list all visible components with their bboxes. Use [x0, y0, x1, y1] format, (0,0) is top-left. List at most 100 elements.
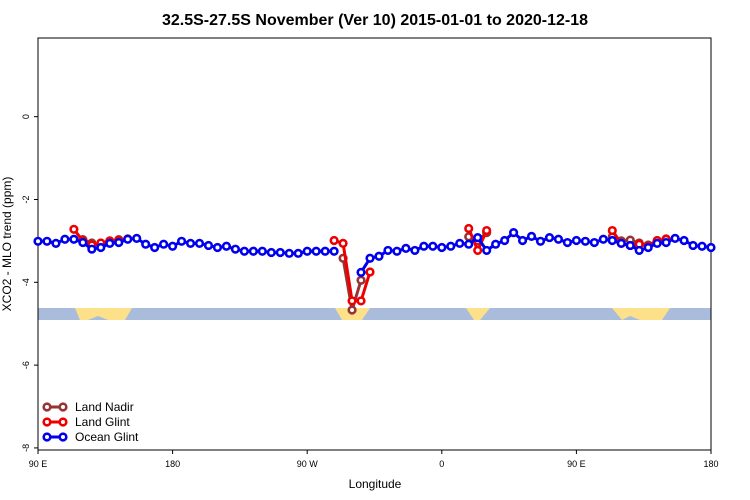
data-point: [544, 232, 555, 243]
data-point: [230, 244, 241, 254]
data-point: [194, 238, 205, 248]
data-point: [473, 232, 483, 243]
data-point: [356, 275, 366, 285]
y-tick-label: -2: [21, 195, 31, 203]
data-point: [607, 235, 617, 246]
legend-label: Land Nadir: [75, 400, 134, 414]
data-point: [257, 246, 267, 256]
data-point: [356, 296, 366, 306]
legend-marker: [58, 432, 68, 442]
data-point: [132, 233, 142, 244]
ocean-band: [38, 308, 711, 320]
land-mask: [38, 308, 711, 320]
data-point: [293, 248, 303, 258]
data-point: [212, 242, 223, 253]
data-point: [69, 224, 79, 234]
data-point: [464, 239, 474, 249]
legend-marker: [42, 402, 52, 412]
data-point: [356, 267, 366, 277]
data-point: [275, 247, 285, 258]
data-point: [141, 239, 151, 249]
data-point: [347, 296, 357, 306]
data-point: [464, 223, 474, 234]
data-point: [625, 240, 635, 251]
data-point: [491, 239, 501, 249]
y-axis-label: XCO2 - MLO trend (ppm): [0, 177, 14, 312]
data-point: [562, 237, 573, 248]
y-tick-label: -6: [21, 361, 31, 369]
chart-title: 32.5S-27.5S November (Ver 10) 2015-01-01…: [162, 12, 588, 29]
data-point: [302, 246, 312, 256]
data-point: [365, 267, 375, 277]
data-point: [535, 236, 546, 246]
data-point: [33, 236, 43, 246]
data-point: [248, 246, 258, 256]
legend-label: Land Glint: [75, 415, 130, 429]
data-point: [329, 246, 339, 256]
data-point: [87, 244, 97, 254]
x-axis-label: Longitude: [349, 477, 402, 491]
x-tick-label: 180: [165, 459, 180, 469]
data-point: [123, 234, 133, 244]
data-point: [697, 241, 707, 251]
data-point: [42, 236, 52, 246]
data-point: [114, 237, 124, 248]
data-point: [159, 239, 169, 249]
data-point: [688, 240, 698, 251]
land-region: [612, 308, 670, 320]
legend-marker: [42, 432, 52, 442]
data-point: [365, 253, 375, 263]
x-tick-label: 90 E: [29, 459, 48, 469]
series: [69, 223, 671, 306]
data-point: [329, 235, 339, 246]
data-point: [508, 228, 519, 238]
data-point: [670, 233, 680, 244]
data-point: [347, 305, 357, 315]
data-point: [643, 242, 653, 253]
data-point: [338, 238, 348, 248]
data-point: [598, 234, 608, 244]
data-point: [571, 235, 582, 246]
data-point: [383, 245, 393, 256]
y-tick-label: -4: [21, 278, 31, 286]
legend-marker: [58, 417, 68, 427]
data-point: [60, 234, 70, 244]
data-point: [428, 241, 438, 251]
data-point: [239, 246, 249, 256]
data-point: [69, 234, 79, 244]
data-point: [661, 237, 671, 248]
data-point: [679, 235, 689, 246]
data-point: [203, 240, 214, 251]
land-region: [75, 308, 132, 320]
data-point: [311, 246, 321, 256]
legend-label: Ocean Glint: [75, 430, 139, 444]
land-region: [466, 308, 490, 320]
data-point: [616, 238, 626, 248]
data-point: [446, 241, 456, 251]
data-point: [607, 225, 617, 236]
data-point: [185, 238, 196, 248]
x-tick-label: 90 W: [297, 459, 319, 469]
x-tick-label: 0: [439, 459, 444, 469]
data-point: [320, 246, 330, 256]
y-tick-label: -8: [21, 444, 31, 452]
data-point: [284, 248, 294, 258]
data-point: [482, 245, 492, 256]
data-point: [473, 245, 483, 256]
data-point: [374, 251, 384, 261]
data-point: [437, 242, 447, 253]
data-point: [634, 245, 644, 256]
data-point: [652, 238, 662, 248]
data-point: [51, 238, 61, 248]
data-point: [500, 235, 510, 246]
data-point: [526, 231, 537, 241]
x-tick-label: 90 E: [567, 459, 586, 469]
data-point: [392, 246, 402, 256]
data-point: [553, 234, 564, 244]
legend-marker: [58, 402, 68, 412]
data-point: [176, 236, 187, 246]
legend-marker: [42, 417, 52, 427]
data-point: [168, 241, 178, 251]
